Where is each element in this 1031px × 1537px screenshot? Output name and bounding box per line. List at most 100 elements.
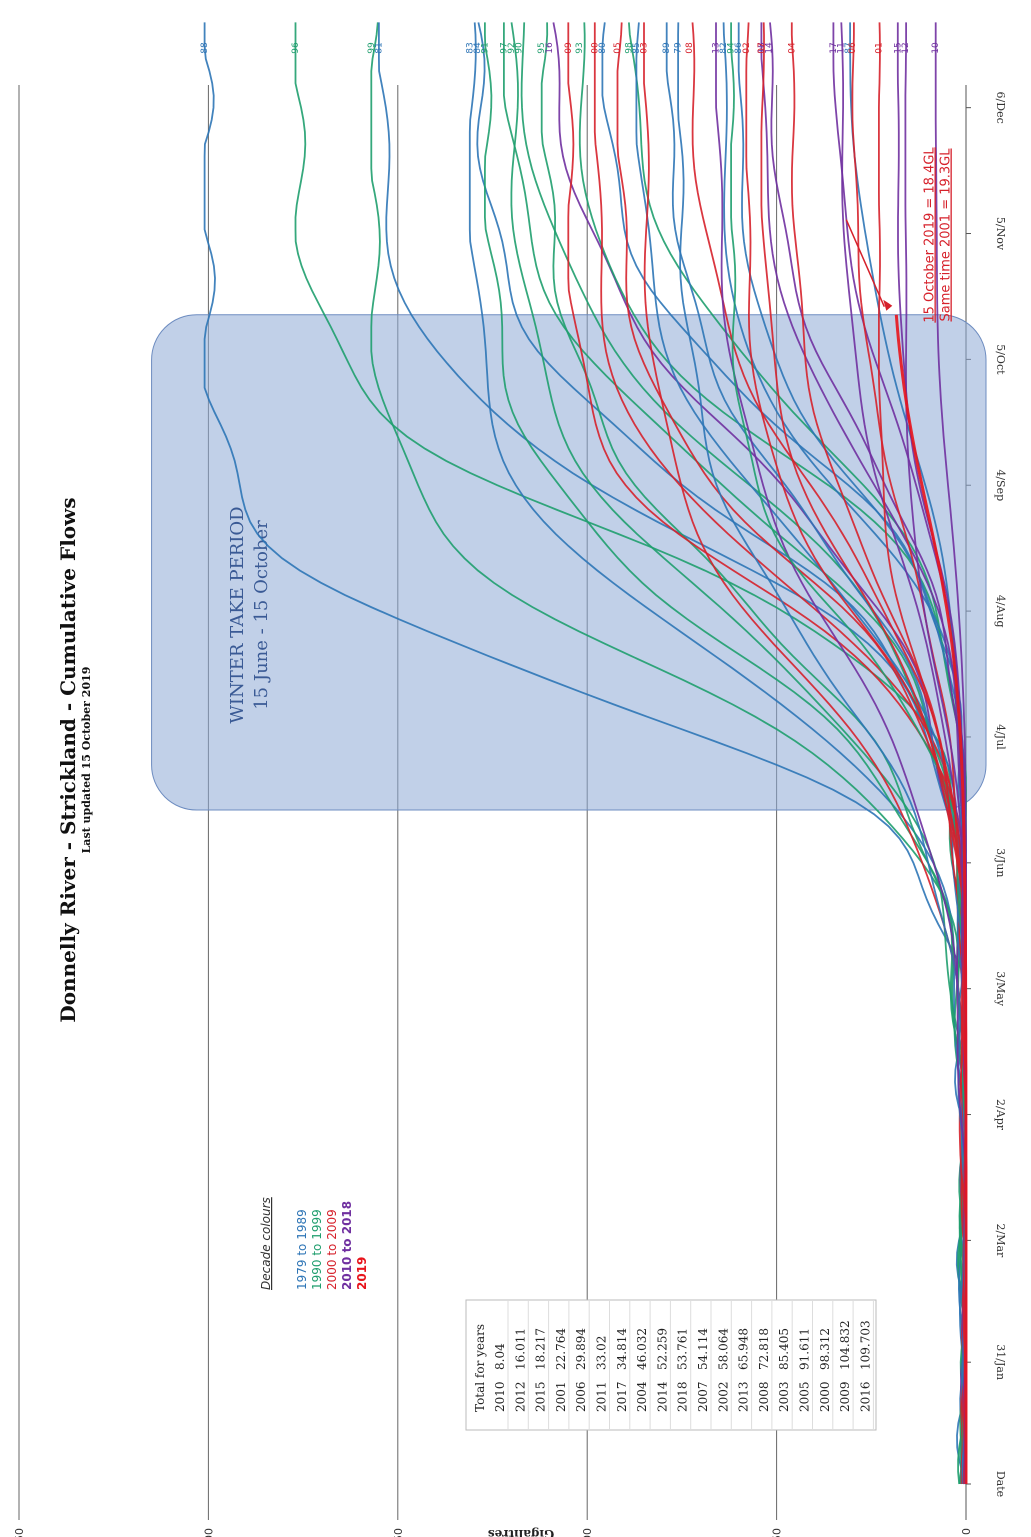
value-tick-label: 100 [581, 1528, 594, 1537]
totals-table-value: 58.064 [716, 1328, 730, 1370]
legend-entry: 2010 to 2018 [340, 1201, 354, 1290]
totals-table-value: 72.818 [757, 1328, 771, 1370]
totals-table-value: 34.814 [615, 1328, 629, 1370]
totals-table-value: 16.011 [513, 1328, 527, 1370]
series-end-label: 99 [367, 42, 377, 54]
annotation-line-1: 15 October 2019 = 18.4GL [923, 147, 938, 323]
series-end-label: 02 [742, 42, 752, 53]
series-end-label: 96 [291, 42, 301, 54]
series-end-label: 03 [640, 42, 650, 53]
totals-table-value: 98.312 [818, 1328, 832, 1370]
series-end-label: 92 [507, 42, 517, 53]
series-end-label: 98 [624, 42, 634, 54]
time-tick-label: 4/Aug [994, 595, 1007, 628]
totals-table-year: 2000 [818, 1381, 832, 1412]
time-tick-label: 3/May [994, 971, 1007, 1007]
value-tick-label: 200 [202, 1528, 215, 1537]
series-end-label: 10 [931, 42, 941, 54]
series-end-label: 82 [719, 42, 729, 53]
totals-table-year: 2007 [696, 1381, 710, 1412]
series-lines [203, 22, 968, 1485]
time-tick-label: 2/Apr [994, 1099, 1007, 1131]
series-end-label: 04 [787, 42, 797, 54]
series-end-label: 06 [848, 42, 858, 54]
series-end-label: 93 [575, 42, 585, 53]
series-end-label: 16 [545, 42, 555, 54]
series-end-label: 88 [200, 42, 210, 54]
totals-table-value: 22.764 [554, 1328, 568, 1370]
series-end-label: 00 [590, 42, 600, 54]
time-tick-label: 31/Jan [994, 1344, 1007, 1380]
series-end-label: 95 [537, 42, 547, 53]
series-end-label: 87 [844, 42, 854, 53]
legend-heading: Decade colours [259, 1197, 273, 1290]
time-tick-label: 4/Sep [994, 469, 1007, 501]
totals-table-value: 29.894 [574, 1328, 588, 1370]
legend-entry: 2019 [355, 1257, 369, 1290]
legend-entry: 1979 to 1989 [295, 1209, 309, 1290]
annotation-arrowhead [883, 299, 893, 311]
time-tick-label: 4/Jul [994, 724, 1007, 750]
totals-table-value: 18.217 [534, 1328, 548, 1370]
series-end-label: 13 [711, 42, 721, 53]
series-end-label: 09 [564, 42, 574, 54]
series-end-label: 80 [598, 42, 608, 54]
value-axis-title: Gigalitres [488, 1527, 555, 1537]
series-end-label: 91 [480, 42, 490, 53]
series-end-label: 07 [757, 42, 767, 53]
totals-table-year: 2001 [554, 1381, 568, 1412]
totals-table-value: 91.611 [798, 1328, 812, 1370]
totals-table-year: 2017 [615, 1381, 629, 1412]
totals-table-box [465, 1299, 877, 1431]
totals-table-value: 53.761 [676, 1328, 690, 1370]
series-line [894, 314, 968, 1484]
totals-table-year: 2014 [655, 1381, 669, 1412]
totals-table-year: 2010 [493, 1381, 507, 1412]
time-tick-label: 6/Dec [994, 92, 1007, 124]
totals-table-year: 2005 [798, 1381, 812, 1412]
series-end-label: 83 [465, 42, 475, 53]
totals-table-value: 109.703 [858, 1320, 872, 1370]
totals-table-header: Total for years [473, 1324, 487, 1412]
totals-table-year: 2011 [595, 1381, 609, 1412]
totals-table-year: 2002 [716, 1381, 730, 1412]
series-end-label: 86 [734, 42, 744, 54]
totals-table-year: 2012 [513, 1381, 527, 1412]
totals-table-year: 2015 [534, 1381, 548, 1412]
series-end-label: 85 [632, 42, 642, 53]
series-line [520, 22, 967, 1485]
value-tick-label: 150 [392, 1528, 405, 1537]
series-end-label: 15 [893, 42, 903, 53]
totals-table-year: 2009 [838, 1381, 852, 1412]
totals-table-year: 2018 [676, 1381, 690, 1412]
series-end-label: 14 [765, 42, 775, 54]
totals-table-year: 2004 [635, 1381, 649, 1412]
series-end-label: 01 [874, 42, 884, 53]
totals-table-year: 2006 [574, 1381, 588, 1412]
time-tick-label: 5/Nov [994, 217, 1007, 251]
winter-band-label: WINTER TAKE PERIOD [227, 506, 248, 723]
totals-table-value: 52.259 [655, 1328, 669, 1370]
annotation-line-2: Same time 2001 = 19.3GL [939, 148, 954, 322]
totals-table-year: 2013 [737, 1381, 751, 1412]
series-end-label: 11 [836, 42, 846, 53]
value-tick-label: 250 [13, 1528, 26, 1537]
totals-table-value: 85.405 [777, 1328, 791, 1370]
series-end-label: 05 [613, 42, 623, 53]
legend-entry: 1990 to 1999 [310, 1209, 324, 1290]
series-end-label: 89 [662, 42, 672, 54]
series-end-label: 90 [515, 42, 525, 54]
totals-table-value: 65.948 [737, 1328, 751, 1370]
value-tick-label: 50 [771, 1528, 784, 1537]
annotation-arrow [845, 219, 885, 308]
series-end-label: 94 [727, 42, 737, 54]
winter-take-band [151, 314, 987, 811]
series-end-label: 84 [473, 42, 483, 54]
totals-table-year: 2008 [757, 1381, 771, 1412]
time-tick-label: 2/Mar [994, 1224, 1007, 1259]
series-end-label: 97 [499, 42, 509, 53]
legend-entry: 2000 to 2009 [325, 1209, 339, 1290]
totals-table-value: 54.114 [696, 1328, 710, 1370]
totals-table-value: 33.02 [595, 1336, 609, 1370]
